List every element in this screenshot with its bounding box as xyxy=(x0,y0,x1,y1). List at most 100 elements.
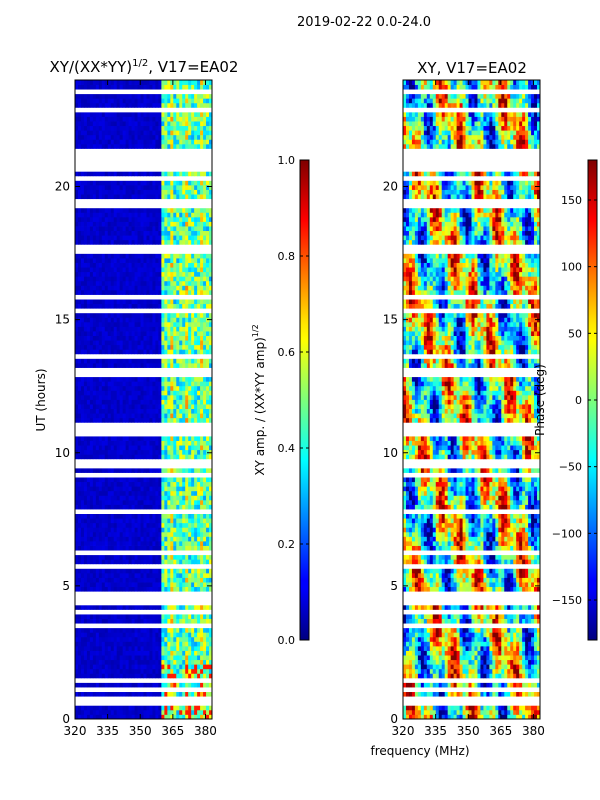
heatmap-cell xyxy=(77,321,82,327)
heatmap-cell xyxy=(146,582,150,588)
heatmap-cell xyxy=(152,586,156,592)
heatmap-cell xyxy=(122,417,127,423)
right-heatmap xyxy=(403,80,541,720)
heatmap-cell xyxy=(137,381,141,387)
heatmap-cell xyxy=(179,258,183,263)
heatmap-cell xyxy=(206,381,210,387)
heatmap-cell xyxy=(197,312,201,318)
heatmap-cell xyxy=(191,481,195,487)
heatmap-cell xyxy=(167,267,171,273)
heatmap-cell xyxy=(143,262,147,268)
heatmap-cell xyxy=(122,664,127,670)
heatmap-cell xyxy=(116,180,121,186)
heatmap-cell xyxy=(86,518,91,524)
heatmap-cell xyxy=(77,271,82,277)
heatmap-cell xyxy=(122,436,127,441)
heatmap-cell xyxy=(188,385,192,391)
heatmap-cell xyxy=(206,189,210,195)
heatmap-cell xyxy=(107,253,112,259)
heatmap-cell xyxy=(185,705,189,711)
heatmap-cell xyxy=(167,540,171,546)
heatmap-cell xyxy=(191,614,195,619)
heatmap-cell xyxy=(131,404,135,410)
heatmap-cell xyxy=(125,317,130,323)
heatmap-cell xyxy=(86,645,91,651)
heatmap-cell xyxy=(197,636,201,642)
heatmap-cell xyxy=(101,121,106,127)
heatmap-cell xyxy=(83,413,88,419)
heatmap-cell xyxy=(158,399,162,405)
heatmap-cell xyxy=(95,349,100,355)
heatmap-cell xyxy=(170,436,174,441)
heatmap-cell xyxy=(83,709,88,715)
flagged-gap-row xyxy=(75,353,212,359)
heatmap-cell xyxy=(200,98,204,104)
heatmap-cell xyxy=(158,477,162,483)
heatmap-cell xyxy=(167,467,171,473)
heatmap-cell xyxy=(75,495,79,501)
heatmap-cell xyxy=(164,673,168,679)
heatmap-cell xyxy=(116,582,121,588)
heatmap-cell xyxy=(140,404,144,410)
heatmap-cell xyxy=(101,362,106,368)
heatmap-cell xyxy=(209,682,213,688)
heatmap-cell xyxy=(179,303,183,309)
heatmap-cell xyxy=(164,586,168,592)
heatmap-cell xyxy=(209,280,213,286)
heatmap-cell xyxy=(185,362,189,368)
heatmap-cell xyxy=(149,267,153,273)
heatmap-cell xyxy=(116,335,121,341)
heatmap-cell xyxy=(206,344,210,350)
heatmap-cell xyxy=(197,344,201,350)
heatmap-cell xyxy=(170,376,174,382)
heatmap-cell xyxy=(191,184,195,190)
heatmap-cell xyxy=(203,134,207,140)
heatmap-cell xyxy=(191,522,195,528)
heatmap-cell xyxy=(143,331,147,336)
heatmap-cell xyxy=(104,486,109,492)
heatmap-cell xyxy=(119,358,124,364)
heatmap-cell xyxy=(170,267,174,273)
heatmap-cell xyxy=(75,636,79,642)
heatmap-cell xyxy=(167,143,171,149)
heatmap-cell xyxy=(137,335,141,341)
heatmap-cell xyxy=(182,216,186,222)
heatmap-cell xyxy=(167,499,171,505)
heatmap-cell xyxy=(161,226,165,232)
heatmap-cell xyxy=(182,280,186,286)
heatmap-cell xyxy=(194,531,198,537)
heatmap-cell xyxy=(173,454,177,460)
heatmap-cell xyxy=(194,499,198,505)
heatmap-cell xyxy=(128,454,132,460)
heatmap-cell xyxy=(110,518,115,524)
heatmap-cell xyxy=(143,513,147,519)
heatmap-cell xyxy=(128,691,132,697)
heatmap-cell xyxy=(173,518,177,524)
heatmap-cell xyxy=(83,121,88,127)
heatmap-cell xyxy=(188,134,192,140)
heatmap-cell xyxy=(110,627,115,633)
heatmap-cell xyxy=(113,641,118,647)
heatmap-cell xyxy=(122,477,127,483)
heatmap-cell xyxy=(89,340,94,346)
heatmap-cell xyxy=(197,655,201,661)
heatmap-cell xyxy=(197,408,201,414)
heatmap-cell xyxy=(170,326,174,332)
heatmap-cell xyxy=(185,408,189,414)
heatmap-cell xyxy=(134,632,138,638)
heatmap-cell xyxy=(146,445,150,451)
heatmap-cell xyxy=(209,540,213,546)
heatmap-cell xyxy=(501,714,505,720)
heatmap-cell xyxy=(98,130,103,136)
heatmap-cell xyxy=(92,604,97,610)
heatmap-cell xyxy=(131,130,135,136)
heatmap-cell xyxy=(203,682,207,688)
heatmap-cell xyxy=(104,303,109,309)
heatmap-cell xyxy=(131,226,135,232)
heatmap-cell xyxy=(104,349,109,355)
heatmap-cell xyxy=(122,285,127,291)
heatmap-cell xyxy=(86,454,91,460)
heatmap-cell xyxy=(146,143,150,149)
heatmap-cell xyxy=(125,390,130,396)
heatmap-cell xyxy=(98,664,103,670)
